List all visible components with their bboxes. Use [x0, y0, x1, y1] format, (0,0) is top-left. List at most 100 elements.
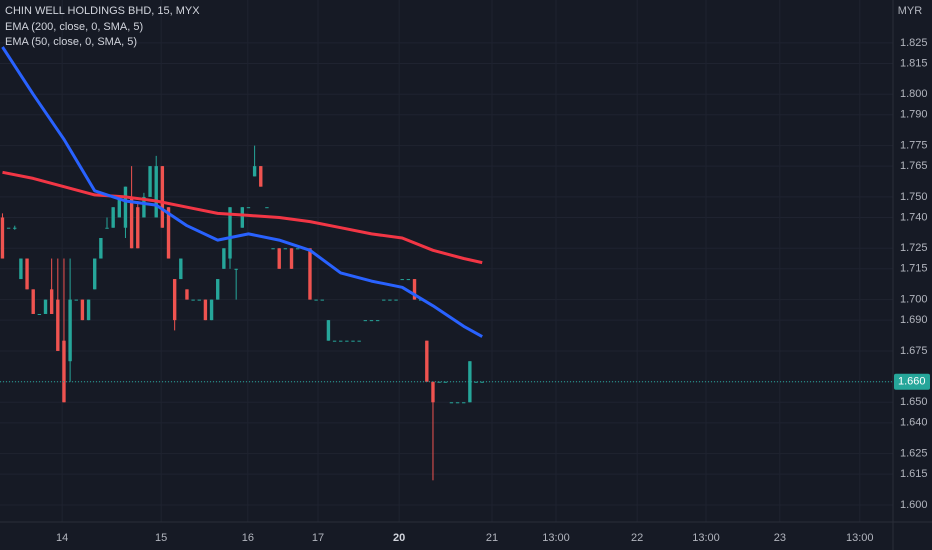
- y-tick-label: 1.775: [900, 139, 928, 151]
- y-tick-label: 1.600: [900, 499, 928, 511]
- candle-body: [37, 313, 42, 315]
- legend-entry: EMA (50, close, 0, SMA, 5): [5, 36, 137, 48]
- y-tick-label: 1.615: [900, 468, 928, 480]
- y-tick-label: 1.650: [900, 396, 928, 408]
- candle-body: [295, 248, 300, 250]
- candle-body: [148, 166, 152, 197]
- x-tick-label: 13:00: [846, 532, 874, 544]
- candle-body: [142, 196, 146, 218]
- candle-body: [25, 258, 29, 290]
- candle-body: [314, 299, 318, 301]
- candle-body: [74, 299, 78, 301]
- x-tick-label: 13:00: [542, 532, 570, 544]
- candle-body: [468, 361, 472, 403]
- candle-body: [339, 340, 343, 342]
- candle-body: [154, 166, 158, 218]
- y-tick-label: 1.715: [900, 263, 928, 275]
- candle-body: [240, 207, 245, 228]
- candle-body: [259, 166, 263, 187]
- candle-body: [56, 299, 60, 351]
- x-tick-label: 13:00: [692, 532, 720, 544]
- candle-body: [369, 320, 374, 322]
- candle-body: [388, 299, 392, 301]
- candle-body: [117, 196, 122, 218]
- candle-body: [80, 299, 85, 321]
- y-tick-label: 1.700: [900, 294, 928, 306]
- legend-entry: EMA (200, close, 0, SMA, 5): [5, 21, 143, 33]
- plot: [0, 46, 893, 481]
- candle-body: [431, 381, 435, 403]
- x-tick-label: 14: [56, 532, 68, 544]
- candle-body: [320, 299, 324, 301]
- candle-body: [252, 166, 257, 177]
- candle-body: [86, 299, 91, 321]
- candle-body: [6, 227, 11, 229]
- y-tick-label: 1.825: [900, 37, 928, 49]
- candle-body: [345, 340, 349, 342]
- candle-body: [222, 248, 226, 269]
- y-tick-label: 1.725: [900, 242, 928, 254]
- candle-body: [105, 227, 109, 229]
- candle-body: [68, 299, 72, 362]
- y-tick-label: 1.790: [900, 109, 928, 121]
- candle-body: [93, 258, 97, 290]
- y-tick-label: 1.690: [900, 314, 928, 326]
- candle-body: [480, 381, 484, 383]
- candle-body: [394, 299, 398, 301]
- candle-body: [111, 207, 115, 228]
- candle-body: [265, 207, 269, 209]
- x-tick-label: 17: [312, 532, 324, 544]
- x-tick-label: 21: [486, 532, 498, 544]
- y-tick-label: 1.750: [900, 191, 928, 203]
- candle-body: [172, 279, 177, 321]
- x-tick-label: 15: [155, 532, 167, 544]
- candle-body: [375, 320, 380, 322]
- x-tick-label: 20: [393, 532, 405, 544]
- candle-body: [0, 217, 5, 259]
- candle-body: [455, 402, 460, 404]
- candle-body: [474, 381, 478, 383]
- candle-body: [234, 268, 238, 270]
- currency-label: MYR: [898, 5, 923, 17]
- candle-body: [166, 207, 171, 259]
- candle-body: [283, 248, 288, 250]
- x-tick-label: 22: [631, 532, 643, 544]
- candle-body: [277, 248, 281, 269]
- candle-body: [13, 227, 17, 229]
- candle-body: [203, 299, 208, 321]
- candle-body: [357, 340, 361, 342]
- candle-body: [216, 279, 220, 300]
- candle-body: [246, 207, 251, 209]
- y-tick-label: 1.740: [900, 211, 928, 223]
- candle-body: [289, 248, 294, 269]
- axes: 1.600 1.615 1.625 1.640 1.650 1.660 1.675 1.690…: [56, 37, 930, 544]
- candle-body: [400, 279, 404, 281]
- candle-body: [425, 340, 429, 382]
- candle-body: [129, 196, 134, 249]
- y-tick-label: 1.675: [900, 345, 928, 357]
- candle-body: [43, 299, 48, 314]
- ema-line: [2, 170, 483, 265]
- candle-body: [308, 248, 312, 300]
- candle-body: [49, 289, 54, 314]
- chart-title: CHIN WELL HOLDINGS BHD, 15, MYX: [5, 5, 200, 17]
- y-tick-label: 1.800: [900, 88, 928, 100]
- candle-body: [271, 248, 275, 250]
- candle-body: [332, 340, 337, 342]
- candle-body: [123, 186, 128, 228]
- candle-body: [326, 320, 331, 341]
- candle-body: [228, 207, 232, 259]
- candle-body: [462, 402, 466, 404]
- candle-body: [209, 299, 214, 321]
- candle-body: [437, 381, 441, 383]
- candle-body: [191, 299, 195, 301]
- candle-body: [443, 381, 447, 383]
- y-tick-label: 1.765: [900, 160, 928, 172]
- candle-body: [382, 299, 386, 301]
- candle-body: [136, 207, 140, 249]
- candle-body: [179, 258, 183, 280]
- candle-body: [406, 279, 411, 281]
- candle-body: [351, 340, 355, 342]
